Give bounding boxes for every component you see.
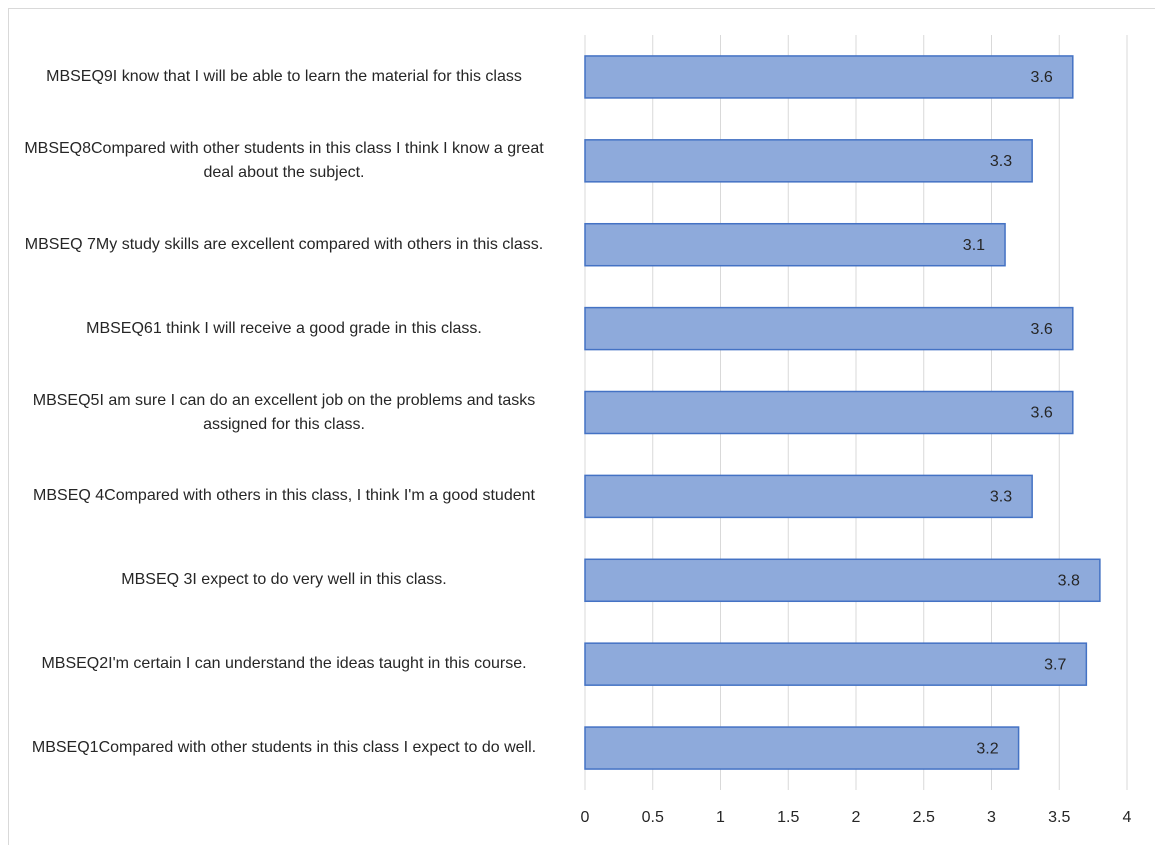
data-label: 3.3 xyxy=(990,153,1012,170)
data-label: 3.3 xyxy=(990,489,1012,506)
y-tick-label: MBSEQ61 think I will receive a good grad… xyxy=(86,319,482,337)
x-tick-label: 2.5 xyxy=(913,809,935,826)
chart-border xyxy=(8,8,1155,845)
bar xyxy=(584,726,1020,770)
data-label: 3.6 xyxy=(1031,321,1053,338)
y-tick-label: MBSEQ 4Compared with others in this clas… xyxy=(33,487,535,505)
x-tick-label: 3.5 xyxy=(1048,809,1070,826)
data-label: 3.7 xyxy=(1044,656,1066,673)
bar xyxy=(584,139,1033,183)
bar xyxy=(584,558,1101,603)
y-tick-label: MBSEQ 3I expect to do very well in this … xyxy=(121,571,447,589)
bar xyxy=(584,642,1088,686)
bar xyxy=(584,222,1006,267)
data-label: 3.6 xyxy=(1031,69,1053,86)
x-tick-label: 3 xyxy=(987,809,996,826)
data-label: 3.2 xyxy=(976,740,998,757)
x-tick-label: 1 xyxy=(716,809,725,826)
bar xyxy=(584,55,1074,99)
y-tick-label: MBSEQ8Compared with other students in th… xyxy=(24,139,544,181)
y-tick-label: MBSEQ9I know that I will be able to lear… xyxy=(46,67,522,85)
y-tick-label: MBSEQ2I'm certain I can understand the i… xyxy=(41,655,527,673)
x-tick-label: 0.5 xyxy=(642,809,664,826)
bar xyxy=(584,390,1074,435)
bar xyxy=(584,474,1033,519)
data-label: 3.1 xyxy=(963,237,985,254)
y-tick-label: MBSEQ5I am sure I can do an excellent jo… xyxy=(32,391,536,433)
data-label: 3.6 xyxy=(1031,405,1053,422)
y-tick-label: MBSEQ1Compared with other students in th… xyxy=(31,739,537,757)
x-tick-label: 2 xyxy=(852,809,861,826)
x-tick-label: 4 xyxy=(1123,809,1132,826)
y-tick-label: MBSEQ 7My study skills are excellent com… xyxy=(24,235,544,253)
x-tick-label: 1.5 xyxy=(777,809,799,826)
x-tick-label: 0 xyxy=(581,809,590,826)
data-label: 3.8 xyxy=(1058,572,1080,589)
bar xyxy=(584,306,1074,351)
